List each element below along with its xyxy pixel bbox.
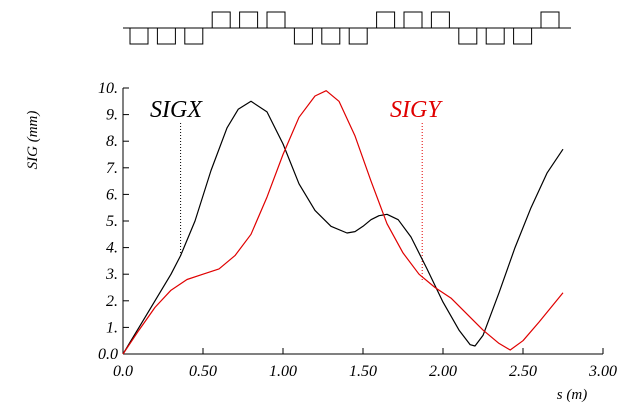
y-tick-label: 8. (106, 133, 118, 150)
x-tick-label: 2.00 (429, 363, 457, 380)
y-tick-label: 3. (105, 266, 118, 283)
focusing-magnet (376, 11, 396, 29)
x-axis-title: s (m) (557, 387, 587, 403)
defocusing-magnet (458, 27, 478, 45)
y-tick-label: 0.0 (98, 346, 118, 363)
focusing-magnet (403, 11, 423, 29)
series-line-sigx (122, 100, 564, 355)
x-tick-label: 1.50 (349, 363, 377, 380)
y-tick-label: 4. (106, 240, 118, 257)
defocusing-magnet (513, 27, 533, 45)
y-tick-label: 6. (106, 186, 118, 203)
defocusing-magnet (156, 27, 176, 45)
x-tick-label: 3.00 (588, 363, 617, 380)
x-tick-label: 1.00 (269, 363, 297, 380)
legend-label-sigx: SIGX (150, 97, 203, 123)
legend-label-sigy: SIGY (390, 97, 443, 123)
x-axis-ticks: 0.0 0.50 1.00 1.50 2.00 2.50 3.00 (113, 348, 617, 380)
defocusing-magnet (184, 27, 204, 45)
y-axis-ticks: 0.0 1. 2. 3. 4. 5. 6. 7. 8. 9. 10. (98, 80, 129, 363)
y-tick-label: 10. (98, 80, 118, 97)
defocusing-magnet (129, 27, 149, 45)
focusing-magnet (540, 11, 560, 29)
defocusing-magnet (321, 27, 341, 45)
x-tick-label: 0.50 (189, 363, 217, 380)
series-curves (122, 90, 564, 355)
focusing-magnet (430, 11, 450, 29)
y-tick-label: 9. (106, 107, 118, 124)
x-tick-label: 2.50 (509, 363, 537, 380)
defocusing-magnet (348, 27, 368, 45)
focusing-magnet (266, 11, 286, 29)
reference-markers (180, 123, 423, 283)
y-axis-title: SIG (mm) (25, 111, 41, 170)
x-tick-label: 0.0 (113, 363, 133, 380)
y-tick-label: 2. (106, 293, 118, 310)
focusing-magnet (211, 11, 231, 29)
y-tick-label: 7. (106, 160, 118, 177)
y-tick-label: 1. (106, 319, 118, 336)
series-line-sigy (122, 90, 564, 355)
lattice-diagram (123, 11, 571, 45)
y-tick-label: 5. (106, 213, 118, 230)
focusing-magnet (239, 11, 259, 29)
defocusing-magnet (293, 27, 313, 45)
defocusing-magnet (485, 27, 505, 45)
